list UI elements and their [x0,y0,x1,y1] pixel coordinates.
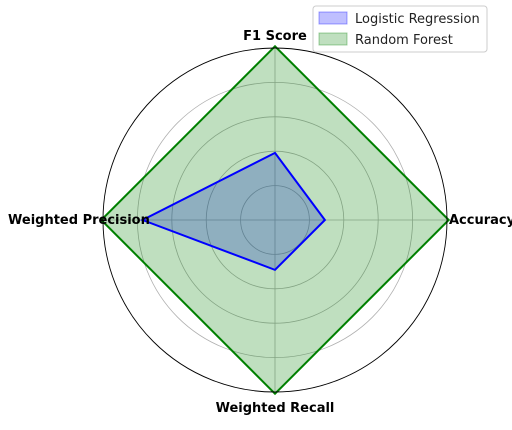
radar-grid [103,48,447,392]
axis-label-weighted-recall: Weighted Recall [216,401,335,416]
axis-label-weighted-precision: Weighted Precision [8,213,150,228]
legend-swatch-random-forest [318,32,348,46]
axis-label-accuracy: Accuracy [449,213,512,228]
legend: Logistic Regression Random Forest [312,5,488,53]
series-line-1 [99,44,451,396]
series-line-0 [140,151,327,272]
outer-circle-frame [102,47,448,393]
legend-frame [312,5,488,53]
legend-label-random-forest: Random Forest [355,33,453,48]
series-area-0 [142,152,325,270]
axis-label-f1-score: F1 Score [243,29,307,44]
radar-series [99,44,451,396]
legend-swatch-logistic-regression [318,11,348,25]
axis-labels: Accuracy F1 Score Weighted Precision Wei… [8,29,512,416]
legend-label-logistic-regression: Logistic Regression [355,12,480,27]
